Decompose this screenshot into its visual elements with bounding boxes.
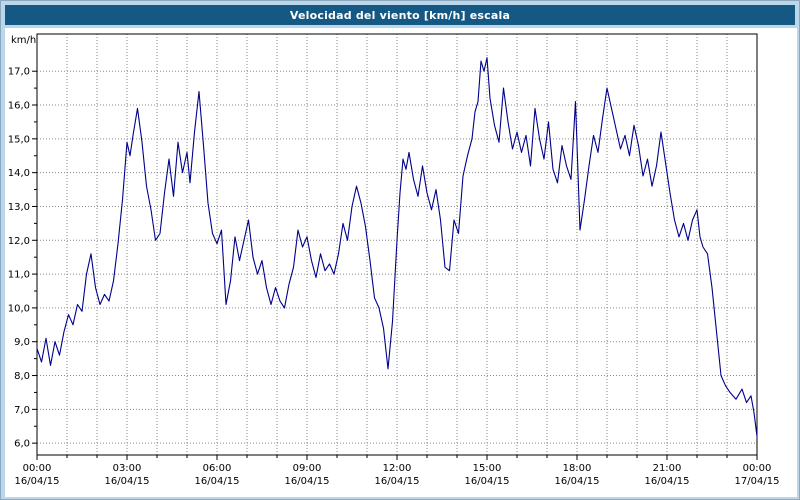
x-date-label: 16/04/15 [555,476,600,487]
y-tick-label: 7,0 [14,405,30,416]
x-time-label: 00:00 [23,463,52,474]
y-tick-label: 17,0 [8,67,30,78]
y-tick-label: 13,0 [8,202,30,213]
x-time-label: 15:00 [473,463,502,474]
x-date-label: 16/04/15 [15,476,60,487]
y-tick-label: 10,0 [8,303,30,314]
x-time-label: 00:00 [743,463,772,474]
x-time-label: 09:00 [293,463,322,474]
x-date-label: 16/04/15 [105,476,150,487]
x-date-label: 17/04/15 [735,476,780,487]
x-time-label: 12:00 [383,463,412,474]
y-tick-label: 12,0 [8,236,30,247]
y-tick-label: 6,0 [14,439,30,450]
x-date-label: 16/04/15 [375,476,420,487]
y-tick-label: 16,0 [8,101,30,112]
x-time-label: 06:00 [203,463,232,474]
y-tick-label: 11,0 [8,270,30,281]
x-date-label: 16/04/15 [465,476,510,487]
y-axis-unit-label: km/h [11,35,36,46]
x-date-label: 16/04/15 [285,476,330,487]
x-date-label: 16/04/15 [195,476,240,487]
y-tick-label: 8,0 [14,371,30,382]
y-tick-label: 14,0 [8,168,30,179]
x-time-label: 18:00 [563,463,592,474]
chart-title-bar: Velocidad del viento [km/h] escala [5,5,795,25]
chart-title: Velocidad del viento [km/h] escala [289,8,511,22]
wind-speed-line-chart: 6,0 7,0 8,0 9,0 10,0 11,0 12,0 13,0 14,0 15,0 16,0… [8,33,780,487]
x-date-label: 16/04/15 [645,476,690,487]
x-time-label: 21:00 [653,463,682,474]
x-time-label: 03:00 [113,463,142,474]
y-tick-label: 9,0 [14,337,30,348]
wind-speed-series-line [36,57,758,437]
y-tick-label: 15,0 [8,134,30,145]
chart-area: 6,0 7,0 8,0 9,0 10,0 11,0 12,0 13,0 14,0 15,0 16,0… [5,28,797,497]
